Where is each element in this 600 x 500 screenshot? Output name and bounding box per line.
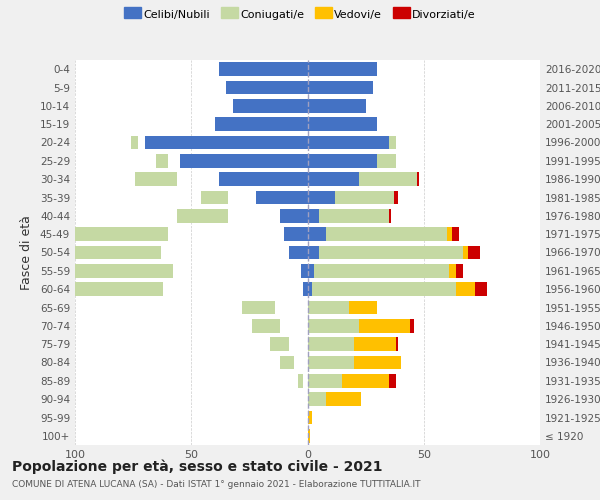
- Bar: [326, 392, 361, 406]
- Bar: [308, 300, 349, 314]
- Bar: [152, 246, 157, 260]
- Bar: [308, 80, 373, 94]
- Bar: [270, 338, 289, 351]
- Bar: [396, 338, 398, 351]
- Bar: [308, 410, 312, 424]
- Bar: [308, 190, 335, 204]
- Bar: [219, 62, 308, 76]
- Bar: [308, 62, 377, 76]
- Bar: [224, 209, 226, 222]
- Bar: [389, 374, 396, 388]
- Bar: [308, 136, 389, 149]
- Bar: [308, 392, 326, 406]
- Bar: [475, 282, 487, 296]
- Bar: [280, 209, 308, 222]
- Bar: [308, 264, 314, 278]
- Bar: [308, 99, 365, 112]
- Bar: [284, 228, 308, 241]
- Bar: [314, 264, 449, 278]
- Bar: [389, 209, 391, 222]
- Bar: [45, 264, 173, 278]
- Bar: [457, 264, 463, 278]
- Bar: [24, 282, 163, 296]
- Bar: [447, 228, 452, 241]
- Bar: [301, 264, 308, 278]
- Bar: [303, 282, 308, 296]
- Bar: [308, 118, 377, 131]
- Bar: [452, 228, 458, 241]
- Bar: [131, 136, 138, 149]
- Bar: [308, 228, 326, 241]
- Bar: [33, 246, 161, 260]
- Bar: [377, 154, 396, 168]
- Bar: [468, 246, 479, 260]
- Bar: [157, 154, 168, 168]
- Bar: [280, 338, 284, 351]
- Bar: [284, 356, 289, 370]
- Bar: [298, 374, 303, 388]
- Bar: [145, 136, 308, 149]
- Bar: [215, 118, 308, 131]
- Bar: [158, 264, 166, 278]
- Bar: [200, 190, 229, 204]
- Bar: [256, 190, 308, 204]
- Bar: [308, 154, 377, 168]
- Bar: [226, 80, 308, 94]
- Bar: [308, 374, 343, 388]
- Bar: [343, 374, 389, 388]
- Bar: [233, 99, 308, 112]
- Bar: [308, 429, 310, 442]
- Text: Popolazione per età, sesso e stato civile - 2021: Popolazione per età, sesso e stato civil…: [12, 460, 383, 474]
- Bar: [252, 319, 280, 332]
- Bar: [140, 282, 152, 296]
- Bar: [312, 282, 456, 296]
- Bar: [219, 172, 308, 186]
- Bar: [308, 319, 359, 332]
- Bar: [242, 300, 275, 314]
- Bar: [52, 228, 168, 241]
- Text: COMUNE DI ATENA LUCANA (SA) - Dati ISTAT 1° gennaio 2021 - Elaborazione TUTTITAL: COMUNE DI ATENA LUCANA (SA) - Dati ISTAT…: [12, 480, 421, 489]
- Bar: [319, 246, 463, 260]
- Bar: [280, 356, 293, 370]
- Bar: [326, 228, 447, 241]
- Bar: [417, 172, 419, 186]
- Bar: [354, 356, 401, 370]
- Bar: [266, 300, 271, 314]
- Bar: [308, 172, 359, 186]
- Bar: [308, 209, 319, 222]
- Bar: [319, 209, 389, 222]
- Bar: [449, 264, 457, 278]
- Bar: [289, 246, 308, 260]
- Bar: [457, 282, 475, 296]
- Bar: [335, 190, 394, 204]
- Bar: [308, 338, 354, 351]
- Bar: [179, 154, 308, 168]
- Bar: [389, 136, 396, 149]
- Bar: [308, 282, 312, 296]
- Bar: [349, 300, 377, 314]
- Bar: [394, 190, 398, 204]
- Bar: [359, 319, 410, 332]
- Bar: [308, 356, 354, 370]
- Y-axis label: Fasce di età: Fasce di età: [20, 215, 33, 290]
- Bar: [256, 319, 268, 332]
- Bar: [359, 172, 417, 186]
- Bar: [354, 338, 396, 351]
- Bar: [410, 319, 415, 332]
- Bar: [463, 246, 468, 260]
- Bar: [308, 246, 319, 260]
- Bar: [173, 172, 175, 186]
- Bar: [149, 228, 158, 241]
- Legend: Celibi/Nubili, Coniugati/e, Vedovi/e, Divorziati/e: Celibi/Nubili, Coniugati/e, Vedovi/e, Di…: [120, 6, 480, 25]
- Bar: [178, 209, 229, 222]
- Bar: [136, 172, 178, 186]
